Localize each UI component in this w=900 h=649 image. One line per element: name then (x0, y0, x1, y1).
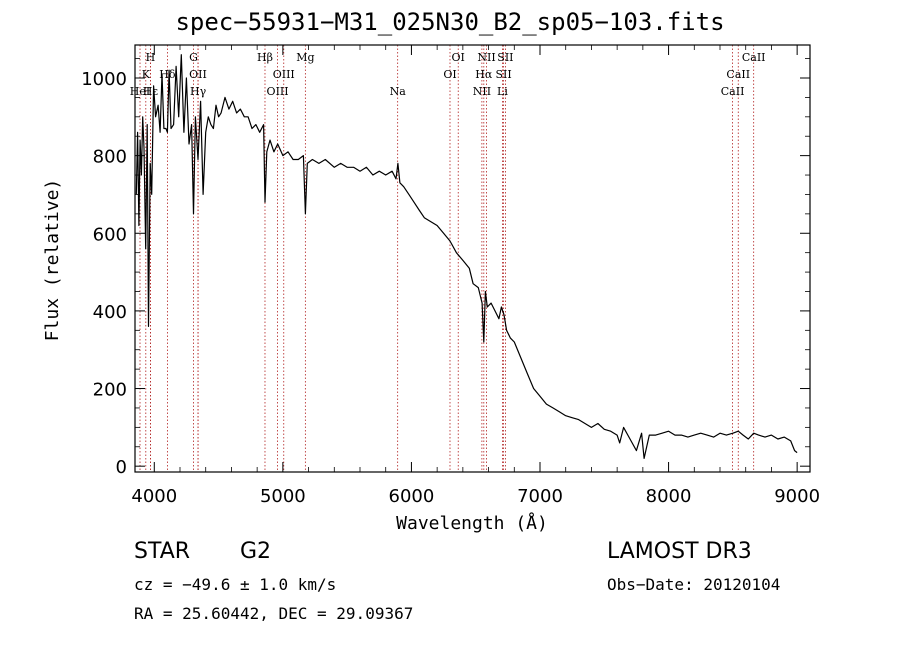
y-tick-label-0: 0 (116, 457, 127, 478)
ra-dec-coordinates: RA = 25.60442, DEC = 29.09367 (134, 604, 414, 623)
x-tick-label-3: 7000 (517, 486, 563, 507)
y-tick-label-5: 1000 (81, 69, 127, 90)
line-label-19: SII (495, 68, 511, 81)
object-class: STAR (134, 539, 191, 564)
line-label-12: Na (390, 85, 407, 98)
line-label-9: OIII (273, 68, 295, 81)
x-tick-label-0: 4000 (131, 486, 177, 507)
survey-name: LAMOST DR3 (607, 539, 752, 564)
observation-date: Obs−Date: 20120104 (607, 575, 781, 594)
line-label-17: NII (473, 85, 491, 98)
x-tick-label-2: 6000 (389, 486, 435, 507)
x-axis: 4000 5000 6000 7000 8000 9000 (131, 45, 820, 507)
y-axis-label: Flux (relative) (42, 179, 63, 342)
y-tick-label-2: 400 (93, 302, 127, 323)
object-subclass: G2 (240, 539, 272, 564)
line-label-8: Hβ (257, 51, 273, 64)
chart-title: spec−55931−M31_025N30_B2_sp05−103.fits (175, 8, 725, 36)
plot-frame (134, 44, 811, 473)
line-label-3: Hδ (159, 68, 176, 81)
line-label-18: SII (497, 51, 513, 64)
x-tick-label-5: 9000 (774, 486, 820, 507)
line-label-23: CaII (721, 85, 745, 98)
line-label-7: Hγ (190, 85, 207, 98)
line-label-22: CaII (726, 68, 750, 81)
spectral-line-markers (139, 45, 755, 472)
line-label-5: G (189, 51, 198, 64)
line-label-16: Hα (475, 68, 493, 81)
line-label-1: H (146, 51, 156, 64)
x-tick-label-1: 5000 (260, 486, 306, 507)
line-label-20: Li (497, 85, 508, 98)
line-label-13: OI (452, 51, 465, 64)
line-label-0: K (142, 68, 151, 81)
line-label-10: OIII (267, 85, 289, 98)
line-label-21: CaII (742, 51, 766, 64)
y-tick-label-4: 800 (93, 147, 127, 168)
spectrum-series-line (135, 54, 798, 459)
y-axis: 0 200 400 600 800 1000 (81, 58, 810, 478)
y-tick-label-3: 600 (93, 224, 127, 245)
redshift-velocity: cz = −49.6 ± 1.0 km/s (134, 575, 337, 594)
y-tick-label-1: 200 (93, 380, 127, 401)
line-label-14: OI (443, 68, 456, 81)
line-label-4: Hε (143, 85, 159, 98)
x-axis-label: Wavelength (Å) (396, 512, 548, 534)
line-label-15: NII (477, 51, 495, 64)
line-label-11: Mg (296, 51, 314, 64)
x-tick-label-4: 8000 (646, 486, 692, 507)
spectral-line-labels: KHHeIHδHεGOIIHγHβOIIIOIIIMgNaOIOINIIHαNI… (130, 51, 766, 98)
line-label-6: OII (189, 68, 207, 81)
